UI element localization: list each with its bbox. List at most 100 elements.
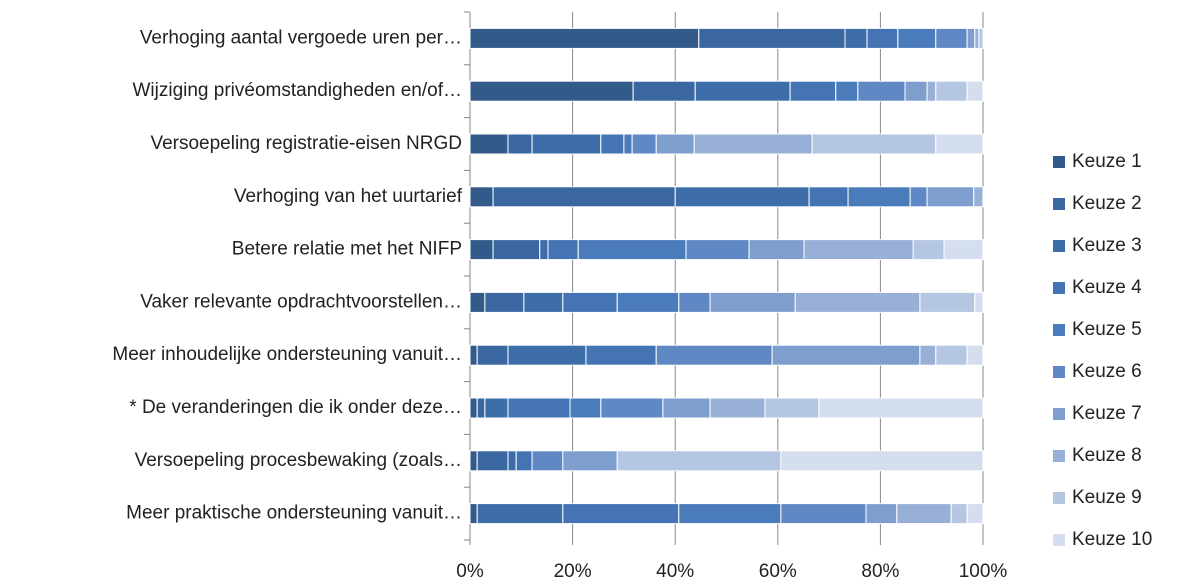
bar-segment: [569, 397, 602, 419]
bar-segment: [935, 80, 968, 102]
legend-swatch: [1053, 282, 1065, 294]
bar-segment: [904, 80, 928, 102]
bar-segment: [476, 450, 509, 472]
bar-segment: [966, 344, 984, 366]
bar-segment: [974, 27, 980, 49]
bar-segment: [523, 291, 564, 313]
y-tick-label: Verhoging van het uurtarief: [234, 186, 463, 207]
legend-label: Keuze 5: [1072, 319, 1142, 340]
bar-segment: [632, 80, 696, 102]
bar-segment: [950, 503, 968, 525]
bar-segment: [926, 186, 975, 208]
legend-swatch: [1053, 240, 1065, 252]
bar-segment: [616, 291, 680, 313]
bar-segment: [507, 133, 533, 155]
bar-segment: [655, 344, 773, 366]
bar-segment: [966, 80, 984, 102]
bar-segment: [562, 503, 680, 525]
bar-segment: [896, 503, 952, 525]
bar-segment: [562, 291, 618, 313]
bar-segment: [600, 397, 664, 419]
bar-segment: [531, 133, 602, 155]
legend-label: Keuze 8: [1072, 445, 1142, 466]
legend-label: Keuze 4: [1072, 277, 1142, 298]
bar-segment: [709, 291, 796, 313]
bar-segment: [662, 397, 711, 419]
bar-segment: [616, 450, 782, 472]
bar-segment: [469, 291, 486, 313]
bar-segment: [973, 186, 984, 208]
bar-segment: [577, 239, 687, 261]
bar-segment: [531, 450, 564, 472]
bar-segment: [469, 450, 478, 472]
legend-label: Keuze 7: [1072, 403, 1142, 424]
legend-label: Keuze 2: [1072, 193, 1142, 214]
y-tick-label: Betere relatie met het NIFP: [232, 239, 462, 260]
bar-segment: [484, 291, 525, 313]
legend-label: Keuze 3: [1072, 235, 1142, 256]
bar-segment: [912, 239, 945, 261]
bar-segment: [808, 186, 849, 208]
bar-segment: [469, 397, 478, 419]
bar-segment: [857, 80, 906, 102]
legend-label: Keuze 10: [1072, 529, 1152, 550]
bar-segment: [678, 291, 711, 313]
bar-segment: [966, 503, 984, 525]
bar-segment: [943, 239, 984, 261]
bar-segment: [978, 27, 984, 49]
bar-segment: [803, 239, 914, 261]
legend-swatch: [1053, 156, 1065, 168]
bar-segment: [469, 80, 634, 102]
bar-segment: [694, 80, 791, 102]
bar-segment: [780, 450, 984, 472]
bar-segment: [919, 291, 976, 313]
bar-segment: [678, 503, 782, 525]
bar-segment: [655, 133, 695, 155]
bar-segment: [789, 80, 837, 102]
bar-segment: [865, 503, 898, 525]
y-tick-label: * De veranderingen die ik onder deze…: [129, 397, 462, 418]
bar-segment: [698, 27, 846, 49]
bar-segment: [492, 186, 676, 208]
legend-swatch: [1053, 450, 1065, 462]
bar-segment: [974, 291, 984, 313]
bar-segment: [507, 397, 571, 419]
bar-segment: [600, 133, 625, 155]
bar-segment: [709, 397, 766, 419]
bar-segment: [780, 503, 867, 525]
bar-segment: [539, 239, 549, 261]
x-tick-label: 20%: [554, 561, 592, 582]
legend-swatch: [1053, 492, 1065, 504]
bar-segment: [926, 80, 937, 102]
bar-segment: [585, 344, 657, 366]
y-tick-label: Meer praktische ondersteuning vanuit…: [126, 503, 462, 524]
legend-swatch: [1053, 534, 1065, 546]
bar-segment: [919, 344, 937, 366]
legend-label: Keuze 1: [1072, 151, 1142, 172]
bar-segment: [835, 80, 859, 102]
bar-segment: [476, 397, 486, 419]
bar-segment: [476, 344, 509, 366]
x-tick-label: 0%: [456, 561, 484, 582]
bar-segment: [935, 27, 968, 49]
y-tick-label: Vaker relevante opdrachtvoorstellen…: [140, 291, 462, 312]
bar-segment: [748, 239, 805, 261]
bar-segment: [469, 503, 478, 525]
bar-segment: [469, 133, 509, 155]
bar-segment: [909, 186, 928, 208]
x-tick-label: 60%: [759, 561, 797, 582]
bar-segment: [844, 27, 868, 49]
bar-segment: [674, 186, 810, 208]
y-tick-label: Wijziging privéomstandigheden en/of…: [132, 80, 462, 101]
bar-segment: [764, 397, 820, 419]
bar-segment: [492, 239, 541, 261]
bar-segment: [469, 239, 494, 261]
bar-segment: [484, 397, 509, 419]
bar-segment: [623, 133, 633, 155]
bar-segment: [631, 133, 657, 155]
bar-segment: [469, 344, 478, 366]
legend-swatch: [1053, 324, 1065, 336]
x-tick-label: 80%: [861, 561, 899, 582]
x-tick-label: 100%: [959, 561, 1008, 582]
